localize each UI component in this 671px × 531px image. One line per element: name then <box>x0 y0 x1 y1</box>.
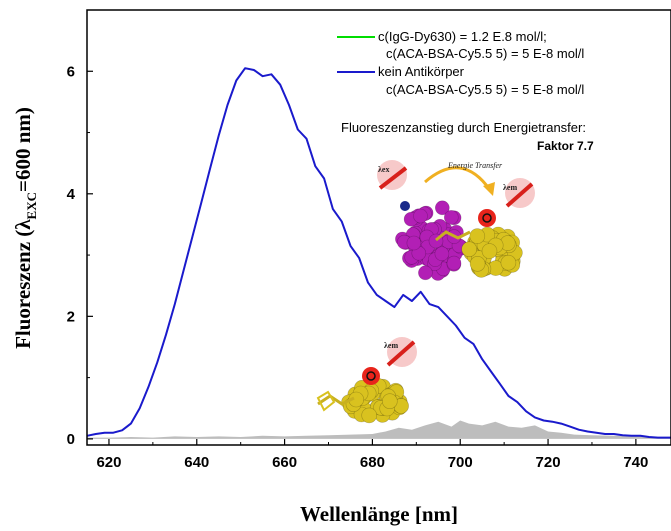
sphere <box>481 243 498 259</box>
acceptor-only-illustration: λem <box>316 337 417 424</box>
transfer-label: Energie Transfer <box>447 161 503 170</box>
y-tick-label: 6 <box>67 63 75 80</box>
sphere <box>461 241 478 257</box>
sphere <box>413 208 428 224</box>
yellow-protein-top-icon <box>461 226 523 278</box>
sphere <box>381 393 398 410</box>
blue-dye-icon <box>400 201 410 211</box>
red-dye-top-core <box>482 213 492 223</box>
sphere <box>406 235 422 251</box>
legend-entry-2-line2: c(ACA-BSA-Cy5.5 5) = 5 E-8 mol/l <box>386 82 584 97</box>
x-tick-label: 660 <box>272 454 297 471</box>
series-area-2 <box>87 420 671 439</box>
lambda-em-top-icon <box>505 182 534 208</box>
lambda-em-bottom-label: λem <box>384 341 398 350</box>
energy-transfer-illustration: λex Energie Transfer λem <box>377 160 535 281</box>
linker-bottom-icon <box>317 394 355 406</box>
sphere <box>469 228 486 244</box>
y-tick-label: 0 <box>67 431 75 448</box>
x-tick-label: 640 <box>184 454 209 471</box>
red-dye-top-icon <box>478 209 496 227</box>
magenta-protein-icon <box>395 200 469 281</box>
sphere <box>361 407 378 424</box>
x-tick-label: 720 <box>536 454 561 471</box>
sphere <box>469 255 486 272</box>
sphere <box>434 246 450 261</box>
sphere <box>500 254 517 271</box>
y-tick-label: 2 <box>67 308 75 325</box>
x-tick-label: 620 <box>96 454 121 471</box>
y-tick-label: 4 <box>67 186 76 203</box>
y-axis-title: Fluoreszenz (λEXC=600 nm) <box>11 107 39 349</box>
lambda-em-bottom-icon <box>386 340 416 367</box>
legend: c(IgG-Dy630) = 1.2 E.8 mol/l; c(ACA-BSA-… <box>337 29 584 97</box>
sphere <box>446 255 462 271</box>
linker-top-icon <box>435 230 471 242</box>
transfer-arrow-icon <box>424 166 492 191</box>
plot-frame <box>86 9 671 446</box>
sphere <box>418 265 433 281</box>
cy-fragment-icon <box>316 390 336 412</box>
plot-area <box>86 67 671 439</box>
series-line-0 <box>86 67 671 439</box>
red-dye-bottom-icon <box>362 367 380 385</box>
lambda-em-top-label: λem <box>503 183 517 192</box>
legend-entry-2-line1: kein Antikörper <box>378 64 465 79</box>
legend-entry-1-line2: c(ACA-BSA-Cy5.5 5) = 5 E-8 mol/l <box>386 46 584 61</box>
annotation-line1: Fluoreszenzanstieg durch Energietransfer… <box>341 120 586 135</box>
x-tick-label: 740 <box>623 454 648 471</box>
x-axis-title: Wellenlänge [nm] <box>300 502 458 526</box>
lambda-ex-label: λex <box>378 165 389 174</box>
legend-entry-1-line1: c(IgG-Dy630) = 1.2 E.8 mol/l; <box>378 29 547 44</box>
yellow-protein-bottom-icon <box>341 378 409 424</box>
transfer-arrowhead-icon <box>483 182 495 196</box>
annotation-line2: Faktor 7.7 <box>537 139 594 153</box>
red-dye-bottom-core <box>366 371 376 381</box>
x-tick-label: 700 <box>448 454 473 471</box>
lambda-ex-icon <box>378 166 408 190</box>
axis-ticks: 620 640 660 680 700 720 740 0 2 4 6 <box>67 9 648 471</box>
x-tick-label: 680 <box>360 454 385 471</box>
sphere <box>443 210 459 225</box>
sphere <box>434 200 450 216</box>
